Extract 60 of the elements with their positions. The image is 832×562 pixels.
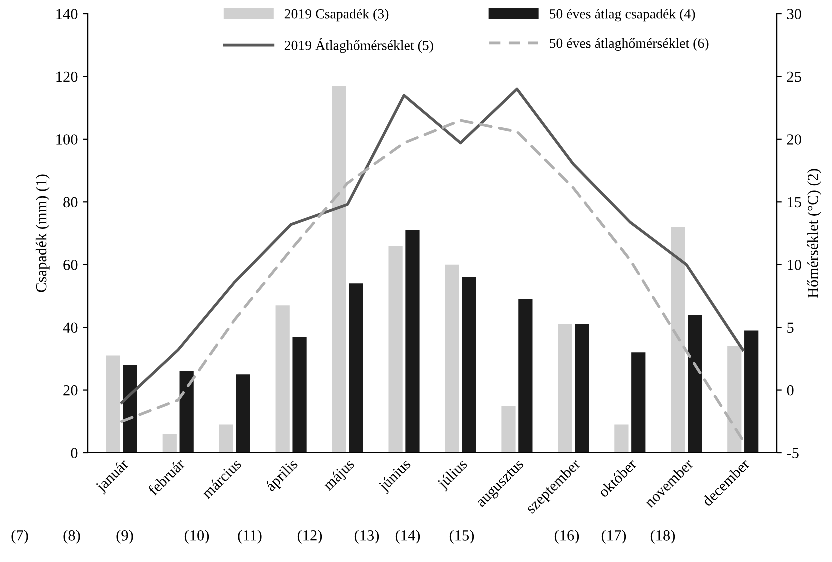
legend-label: 50 éves átlaghőmérséklet (6) bbox=[550, 38, 709, 52]
y-tick-label: 20 bbox=[64, 385, 78, 396]
y2-tick-label: 30 bbox=[787, 9, 802, 20]
line-series bbox=[120, 88, 745, 404]
bar bbox=[728, 346, 742, 453]
y-axis-title: Csapadék (mm) (1) bbox=[36, 174, 50, 292]
text: (10) bbox=[184, 530, 210, 544]
bar bbox=[744, 330, 759, 453]
bar bbox=[388, 246, 403, 453]
bar bbox=[462, 277, 476, 453]
bar bbox=[614, 424, 629, 453]
text: (15) bbox=[450, 530, 474, 544]
bar bbox=[162, 434, 177, 453]
text: (11) bbox=[238, 530, 262, 544]
line-series bbox=[120, 119, 745, 442]
bar bbox=[688, 315, 702, 453]
bar bbox=[180, 371, 194, 453]
y2-tick-label: 25 bbox=[787, 72, 802, 82]
bar bbox=[632, 352, 646, 453]
bar bbox=[236, 374, 250, 453]
y-tick-label: 100 bbox=[56, 134, 78, 145]
y2-axis-title: Hőmérséklet (°C) (2) bbox=[808, 169, 822, 298]
y-tick-label: 80 bbox=[64, 197, 78, 208]
y-tick-label: 0 bbox=[71, 448, 78, 458]
legend-label: 2019 Csapadék (3) bbox=[284, 9, 389, 22]
text: (9) bbox=[116, 530, 134, 544]
bar bbox=[332, 86, 346, 453]
bar bbox=[575, 324, 590, 453]
bar bbox=[502, 406, 516, 453]
y2-tick-label: 20 bbox=[787, 134, 802, 145]
bar bbox=[445, 264, 460, 453]
bar bbox=[123, 365, 138, 453]
text: (13) bbox=[354, 530, 380, 544]
text: (8) bbox=[64, 530, 80, 544]
bar bbox=[276, 306, 290, 453]
text: (17) bbox=[602, 530, 626, 544]
text: (18) bbox=[650, 530, 676, 544]
bar bbox=[219, 424, 234, 453]
y2-tick-label: 10 bbox=[788, 260, 802, 270]
text: (16) bbox=[554, 530, 580, 544]
y2-tick-label: -5 bbox=[787, 448, 799, 458]
y2-tick-label: 5 bbox=[788, 322, 794, 334]
y-tick-label: 140 bbox=[56, 9, 78, 20]
y-tick-label: 60 bbox=[64, 260, 78, 270]
bar bbox=[406, 230, 420, 453]
bar bbox=[106, 356, 120, 453]
bar bbox=[558, 324, 572, 453]
text: (12) bbox=[298, 530, 322, 544]
bar bbox=[292, 336, 307, 453]
text: (7) bbox=[12, 530, 28, 544]
legend-label: 2019 Átlaghőmérséklet (5) bbox=[284, 38, 434, 54]
legend-label: 50 éves átlag csapadék (4) bbox=[550, 9, 696, 22]
y-tick-label: 120 bbox=[56, 72, 78, 82]
y-tick-label: 40 bbox=[63, 322, 78, 334]
bar bbox=[349, 284, 364, 453]
bar bbox=[671, 227, 686, 453]
text: (14) bbox=[396, 530, 420, 544]
y2-tick-label: 0 bbox=[787, 385, 794, 396]
y2-tick-label: 15 bbox=[788, 197, 802, 208]
bar bbox=[518, 299, 533, 453]
